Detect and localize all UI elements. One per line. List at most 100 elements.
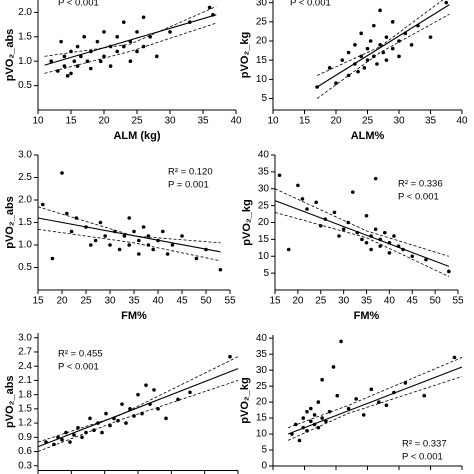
data-point	[148, 35, 152, 39]
data-point	[316, 425, 321, 430]
data-point	[312, 422, 317, 427]
data-point	[85, 59, 90, 63]
data-point	[422, 393, 427, 398]
fit-line	[287, 366, 463, 435]
y-tick-label: 5	[261, 445, 267, 456]
annotation: P < 0.001	[402, 452, 443, 463]
data-point	[65, 211, 69, 216]
x-tick-label: 55	[224, 296, 236, 307]
data-point	[141, 44, 146, 49]
ci-lower-line	[44, 22, 217, 74]
y-tick-label: 10	[256, 74, 268, 85]
x-tick-label: 15	[65, 116, 77, 127]
x-tick-label: 40	[384, 296, 396, 307]
data-point	[56, 69, 60, 73]
annotation: P < 0.001	[398, 192, 439, 203]
data-point	[368, 39, 373, 43]
y-tick-label: 0	[261, 461, 267, 472]
data-point	[144, 383, 148, 387]
x-tick-label: 35	[197, 116, 209, 127]
data-point	[384, 35, 389, 39]
data-point	[218, 267, 223, 272]
y-tick-label: 25	[256, 381, 268, 392]
data-point	[194, 256, 199, 261]
x-tick-label: 25	[362, 116, 374, 127]
ci-lower-line	[274, 212, 450, 277]
data-point	[69, 71, 73, 76]
data-point	[128, 407, 132, 411]
data-point	[156, 407, 160, 411]
data-point	[392, 234, 396, 238]
data-point	[100, 430, 104, 435]
x-tick-label: 45	[407, 296, 419, 307]
data-point	[332, 210, 337, 215]
x-tick-label: 30	[104, 296, 116, 307]
data-point	[65, 74, 70, 78]
ci-upper-line	[316, 0, 444, 76]
y-tick-label: 20	[258, 217, 270, 228]
data-point	[122, 234, 127, 238]
data-point	[170, 243, 175, 247]
y-tick-label: 1.8	[18, 389, 32, 400]
y-tick-label: 2.5	[18, 172, 32, 183]
data-point	[356, 69, 360, 74]
data-point	[346, 220, 351, 225]
y-tick-label: 30	[256, 0, 268, 8]
data-point	[334, 81, 338, 85]
x-axis-label: FM%	[121, 310, 147, 322]
data-point	[122, 20, 126, 24]
data-point	[92, 428, 96, 432]
x-tick-label: 55	[452, 296, 464, 307]
data-point	[381, 50, 386, 55]
data-point	[135, 30, 139, 34]
x-tick-label: 25	[80, 296, 92, 307]
data-point	[84, 430, 88, 435]
data-point	[365, 46, 370, 51]
data-point	[312, 413, 317, 417]
data-point	[176, 397, 180, 402]
data-point	[89, 66, 93, 71]
data-point	[95, 39, 100, 44]
x-tick-label: 25	[315, 296, 327, 307]
data-point	[82, 35, 86, 39]
y-tick-label: 0.3	[18, 460, 32, 471]
data-point	[102, 30, 106, 34]
data-point	[188, 20, 192, 24]
x-tick-label: 40	[456, 116, 468, 127]
y-tick-label: 2.1	[18, 375, 32, 386]
data-point	[314, 200, 318, 205]
data-point	[390, 20, 395, 24]
data-point	[323, 217, 328, 221]
annotation: R² = 0.120	[168, 167, 213, 178]
x-tick-label: 15	[299, 116, 311, 127]
data-point	[327, 66, 332, 70]
data-point	[296, 183, 300, 188]
data-point	[309, 406, 313, 411]
data-point	[151, 247, 155, 252]
data-point	[108, 64, 113, 68]
data-point	[346, 50, 351, 55]
data-point	[297, 438, 302, 443]
annotation: P < 0.001	[290, 0, 331, 9]
data-point	[378, 8, 382, 13]
data-point	[384, 403, 389, 408]
data-point	[397, 39, 401, 43]
data-point	[369, 387, 374, 392]
data-point	[378, 43, 382, 47]
data-point	[69, 49, 73, 54]
x-tick-label: 30	[164, 116, 176, 127]
data-point	[452, 355, 457, 360]
x-tick-label: 20	[98, 116, 110, 127]
x-tick-label: 30	[393, 116, 405, 127]
data-point	[62, 64, 67, 68]
data-point	[365, 58, 370, 62]
data-point	[104, 411, 108, 416]
data-point	[128, 59, 133, 63]
data-point	[397, 54, 401, 59]
y-tick-label: 35	[258, 167, 270, 178]
data-point	[305, 207, 309, 211]
data-point	[84, 225, 88, 229]
data-point	[369, 234, 373, 238]
data-point	[164, 416, 168, 421]
y-axis-label: pVO₂_kg	[239, 32, 251, 78]
